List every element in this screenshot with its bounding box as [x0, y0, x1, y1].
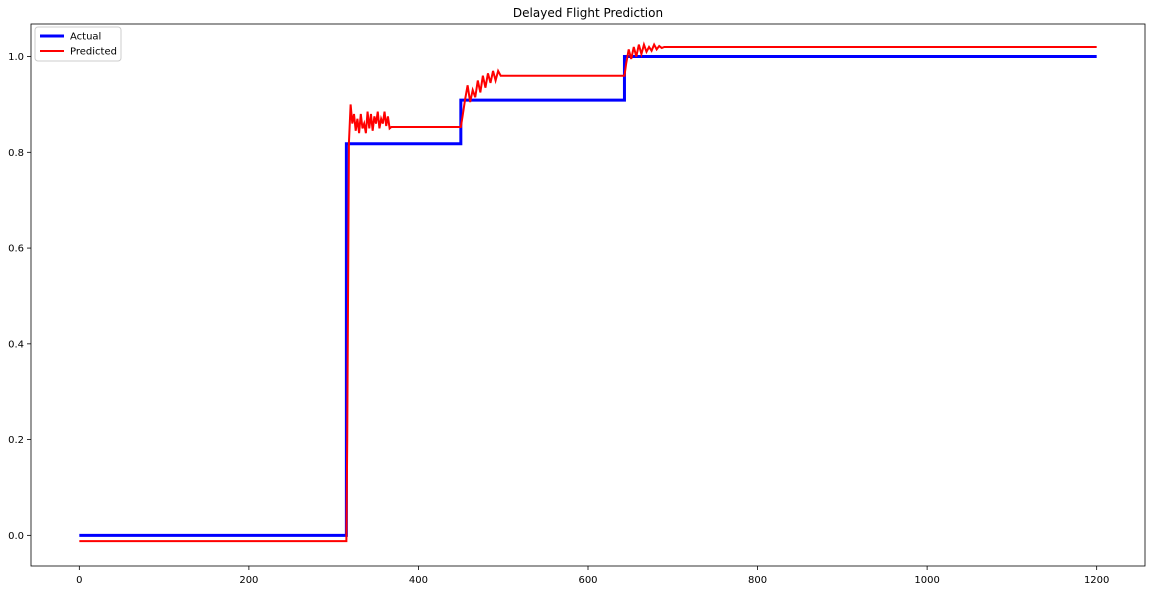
x-tick-label: 600 — [578, 575, 597, 586]
y-tick-label: 1.0 — [8, 52, 24, 63]
legend-label-actual: Actual — [70, 32, 101, 43]
x-axis: 0 200 400 600 800 1000 1200 — [76, 566, 1109, 586]
x-tick-label: 200 — [239, 575, 258, 586]
series-line-actual — [79, 55, 1097, 537]
legend: Actual Predicted — [34, 26, 122, 62]
x-tick-label: 0 — [76, 575, 82, 586]
y-tick-label: 0.0 — [8, 531, 24, 542]
x-tick-label: 1000 — [914, 575, 939, 586]
y-tick-label: 0.4 — [8, 339, 24, 350]
x-tick-label: 800 — [748, 575, 767, 586]
x-tick-label: 400 — [409, 575, 428, 586]
y-axis: 0.0 0.2 0.4 0.6 0.8 1.0 — [8, 52, 31, 542]
legend-label-predicted: Predicted — [70, 47, 117, 58]
y-tick-label: 0.6 — [8, 244, 24, 255]
series-line-predicted — [79, 41, 1097, 543]
y-tick-label: 0.2 — [8, 435, 24, 446]
plot-frame — [30, 23, 1146, 567]
x-tick-label: 1200 — [1084, 575, 1109, 586]
chart-title: Delayed Flight Prediction — [513, 6, 663, 20]
series-layer — [79, 41, 1097, 543]
y-tick-label: 0.8 — [8, 148, 24, 159]
